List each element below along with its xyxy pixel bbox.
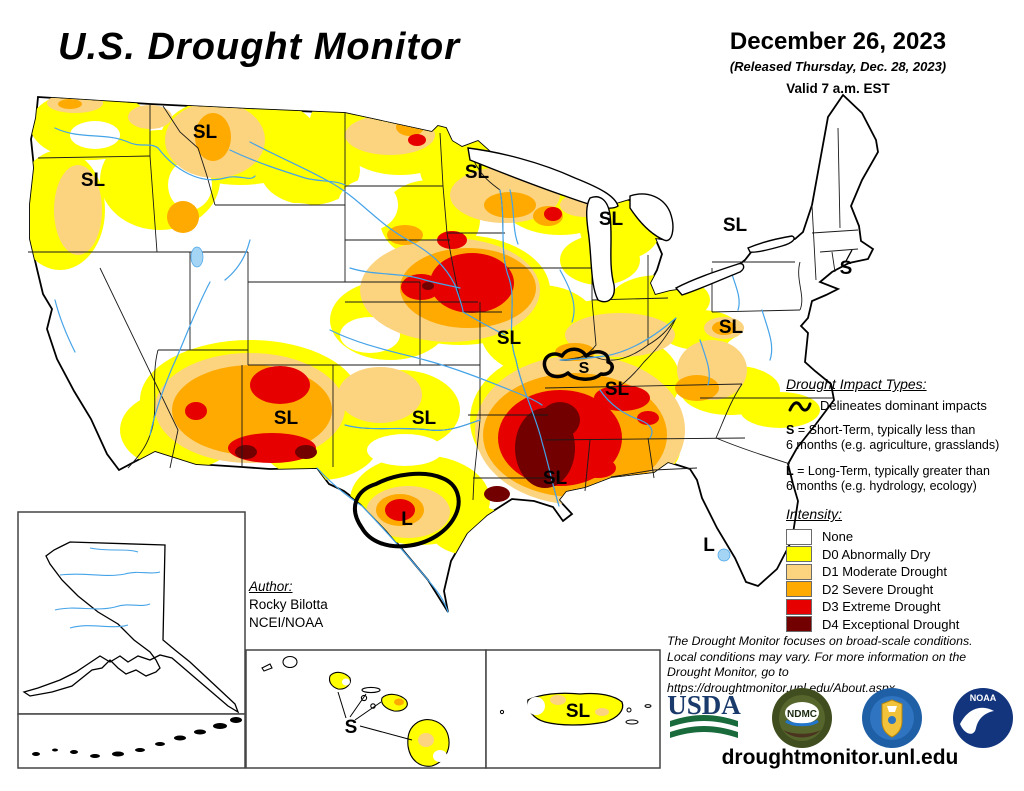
author-block: Author: Rocky Bilotta NCEI/NOAA [249, 578, 328, 633]
intensity-label: None [822, 529, 854, 545]
map-impact-label: S [345, 717, 358, 738]
great-salt-lake [190, 246, 204, 268]
map-impact-label: SL [543, 468, 568, 489]
intensity-item: D4 Exceptional Drought [786, 616, 1018, 634]
author-org: NCEI/NOAA [249, 615, 324, 631]
delineation-curve-icon [788, 400, 812, 412]
date-block: December 26, 2023 (Released Thursday, De… [660, 28, 1016, 96]
intensity-swatch [786, 616, 812, 633]
aleutian-islands [32, 717, 242, 758]
impact-types-panel: Drought Impact Types: Delineates dominan… [786, 376, 1018, 504]
map-impact-label: SL [412, 408, 437, 429]
long-term-definition: L = Long-Term, typically greater than 6 … [786, 463, 990, 493]
map-impact-label: SL [566, 701, 591, 722]
usda-logo: USDA [667, 690, 741, 738]
intensity-item: D2 Severe Drought [786, 581, 1018, 599]
intensity-label: D4 Exceptional Drought [822, 616, 960, 632]
page-title: U.S. Drought Monitor [58, 26, 461, 68]
noaa-logo: NOAA [952, 688, 1013, 748]
alaska-inset [17, 511, 246, 769]
map-impact-label: L [703, 535, 715, 556]
map-impact-label: SL [274, 408, 299, 429]
agency-logos: USDA NDMC NOAA [666, 686, 1014, 750]
map-impact-label: SL [723, 215, 748, 236]
drought-monitor-url: droughtmonitor.unl.edu [721, 746, 959, 769]
map-impact-label: SL [605, 379, 630, 400]
intensity-item: D3 Extreme Drought [786, 598, 1018, 616]
hawaii-inset [245, 649, 487, 769]
ndmc-logo: NDMC [771, 688, 832, 748]
svg-text:NOAA: NOAA [970, 693, 997, 703]
doc-seal [862, 688, 923, 748]
map-impact-label: SL [193, 122, 218, 143]
map-impact-label: SL [81, 170, 106, 191]
map-impact-label: S [840, 258, 853, 279]
author-name: Rocky Bilotta [249, 597, 328, 613]
short-term-definition: S = Short-Term, typically less than 6 mo… [786, 423, 1000, 453]
puerto-rico-inset [485, 649, 661, 769]
intensity-swatch [786, 546, 812, 563]
map-impact-label: SL [497, 328, 522, 349]
map-impact-label: L [401, 509, 413, 530]
intensity-item: D0 Abnormally Dry [786, 546, 1018, 564]
map-impact-label: SL [599, 209, 624, 230]
impact-outlines [352, 249, 853, 549]
delineates-label: Delineates dominant impacts [820, 398, 987, 413]
intensity-list: None D0 Abnormally Dry D1 Moderate Drought… [786, 528, 1018, 633]
author-heading: Author: [249, 579, 293, 594]
hawaii-impact-lines [337, 691, 413, 741]
lake-okeechobee [717, 548, 731, 562]
map-impact-label: SL [719, 317, 744, 338]
impact-types-heading: Drought Impact Types: [786, 376, 927, 392]
intensity-swatch [786, 598, 812, 615]
great-lakes [467, 147, 795, 303]
intensity-label: D0 Abnormally Dry [822, 546, 931, 562]
disclaimer: The Drought Monitor focuses on broad-sca… [667, 634, 973, 695]
intensity-swatch [786, 563, 812, 580]
intensity-panel: Intensity: None D0 Abnormally Dry D1 Moder… [786, 506, 1018, 633]
intensity-item: D1 Moderate Drought [786, 563, 1018, 581]
intensity-label: D2 Severe Drought [822, 581, 934, 597]
intensity-label: D1 Moderate Drought [822, 564, 948, 580]
intensity-heading: Intensity: [786, 506, 843, 522]
release-date: (Released Thursday, Dec. 28, 2023) [729, 59, 947, 74]
map-impact-label: SL [465, 162, 490, 183]
intensity-swatch [786, 528, 812, 545]
intensity-label: D3 Extreme Drought [822, 599, 941, 615]
rivers [54, 127, 773, 613]
svg-text:NDMC: NDMC [787, 709, 817, 720]
map-date: December 26, 2023 [729, 28, 947, 55]
map-impact-label: S [579, 360, 590, 377]
intensity-item: None [786, 528, 1018, 546]
svg-text:USDA: USDA [667, 690, 741, 720]
valid-time: Valid 7 a.m. EST [786, 81, 890, 96]
intensity-swatch [786, 581, 812, 598]
